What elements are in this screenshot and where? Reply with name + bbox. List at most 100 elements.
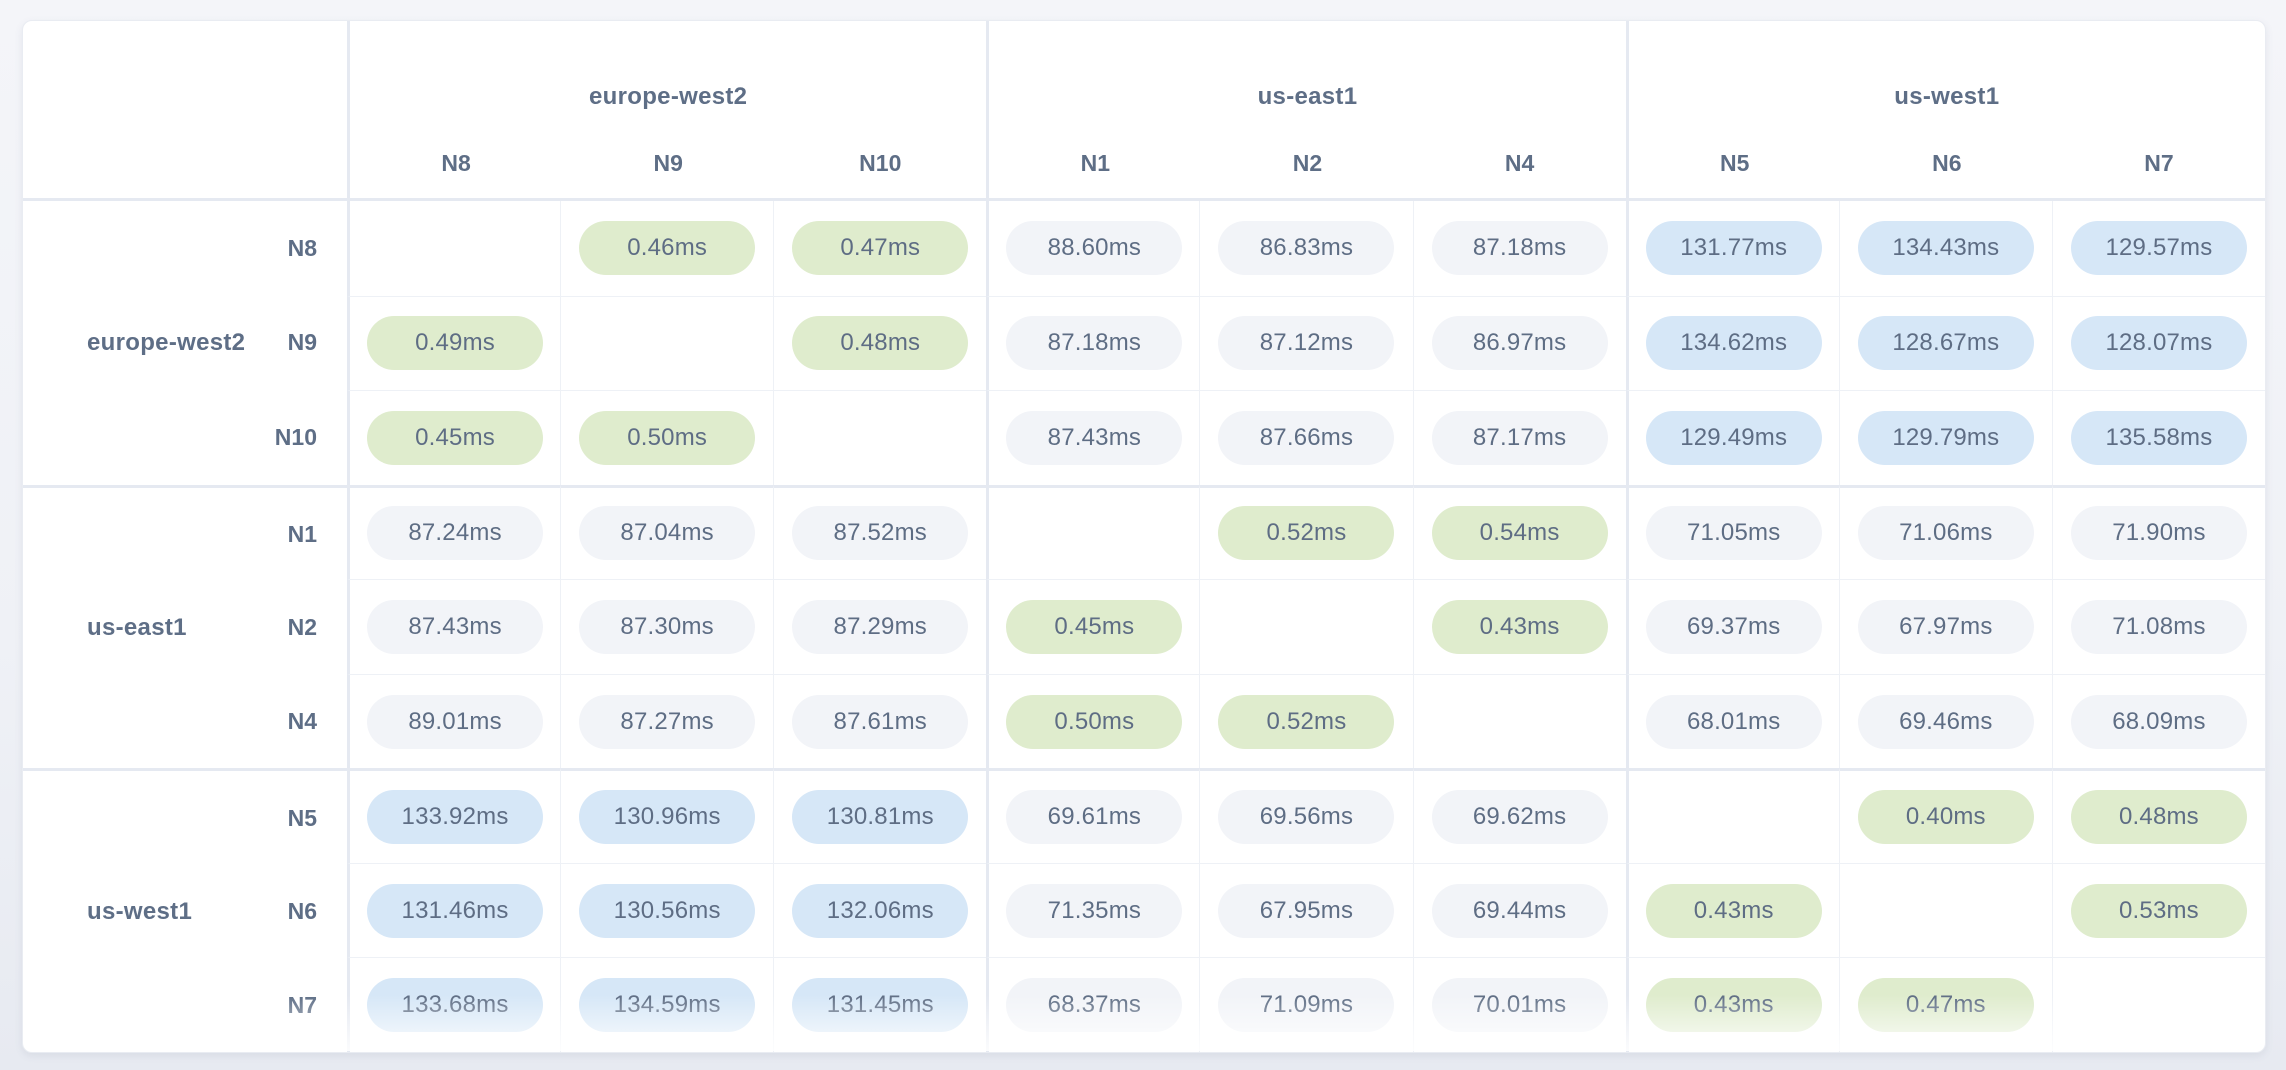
latency-cell: 131.77ms [1625,201,1839,296]
latency-pill: 131.45ms [792,978,969,1033]
latency-pill: 131.46ms [367,883,544,938]
column-node-label: N4 [1504,150,1535,176]
latency-pill: 133.92ms [367,790,544,845]
row-node-label: N5 [287,804,317,831]
latency-pill: 133.68ms [367,978,544,1033]
row-node-label-row: N2 [23,581,347,675]
row-node-label-row: N7 [23,958,347,1052]
latency-cell: 0.46ms [560,201,773,296]
row-node-label-row: N10 [23,390,347,485]
latency-cell: 71.09ms [1199,957,1413,1052]
row-node-label-row: N5 [23,771,347,865]
column-node-header-row: N8 N9 N10 [350,129,986,198]
latency-cell: 131.46ms [347,862,561,958]
latency-cell: 0.49ms [347,295,561,391]
column-group-header-us-west1: us-west1 N5 N6 N7 [1625,21,2265,201]
latency-cell: 130.56ms [560,862,774,958]
latency-pill: 88.60ms [1006,221,1183,276]
latency-pill: 87.30ms [579,599,756,654]
latency-cell: 134.62ms [1625,295,1839,391]
row-node-label-row: N1 [23,488,347,582]
column-group-header-us-east1: us-east1 N1 N2 N4 [986,21,1626,201]
latency-pill: 87.29ms [792,599,969,654]
latency-pill: 0.50ms [1006,694,1183,749]
latency-pill: 87.04ms [579,506,756,561]
latency-pill: 0.52ms [1218,694,1395,749]
latency-cell: 0.43ms [1625,862,1839,958]
latency-pill: 69.46ms [1857,694,2034,749]
row-node-label-row: N6 [23,865,347,959]
latency-pill: 87.17ms [1431,410,1608,465]
latency-cell: 71.90ms [2051,484,2265,580]
column-group-header-europe-west2: europe-west2 N8 N9 N10 [347,21,987,201]
latency-cell: 87.66ms [1199,390,1413,485]
latency-cell: 70.01ms [1412,957,1626,1052]
row-node-label: N7 [287,991,317,1018]
latency-cell: 87.18ms [986,295,1200,391]
latency-pill: 71.35ms [1006,883,1183,938]
row-node-label: N8 [287,234,317,261]
latency-cell: 69.37ms [1625,579,1839,674]
latency-pill: 86.83ms [1218,221,1395,276]
latency-pill: 70.01ms [1431,978,1608,1033]
latency-cell: 128.07ms [2051,295,2265,391]
latency-cell: 132.06ms [773,862,987,958]
row-node-label: N9 [287,329,317,356]
latency-pill: 129.79ms [1857,410,2034,465]
latency-pill: 0.47ms [792,221,969,276]
column-node-label: N1 [1080,150,1111,176]
latency-cell: 71.06ms [1838,484,2052,580]
latency-cell: 87.17ms [1412,390,1626,485]
latency-cell [1412,673,1626,769]
latency-cell: 69.61ms [986,768,1200,863]
latency-cell: 0.52ms [1199,484,1413,580]
column-node-header-row: N1 N2 N4 [989,129,1625,198]
latency-pill: 129.49ms [1645,410,1822,465]
latency-cell: 129.49ms [1625,390,1839,485]
latency-cell [773,390,987,485]
latency-pill: 0.45ms [1006,599,1183,654]
latency-cell: 71.08ms [2051,579,2265,674]
latency-cell: 89.01ms [347,673,561,769]
latency-pill: 87.18ms [1431,221,1608,276]
latency-cell: 87.52ms [773,484,987,580]
latency-pill: 0.48ms [792,316,969,371]
latency-pill: 87.27ms [579,694,756,749]
latency-pill: 71.08ms [2070,599,2247,654]
latency-cell: 87.61ms [773,673,987,769]
latency-pill: 0.43ms [1645,883,1822,938]
latency-pill: 71.90ms [2070,506,2247,561]
column-node-label: N7 [2144,150,2174,176]
latency-cell [1838,862,2052,958]
latency-pill: 67.97ms [1857,599,2034,654]
latency-cell: 133.92ms [347,768,561,863]
column-node-label: N9 [653,150,683,176]
latency-cell: 88.60ms [986,201,1199,296]
latency-pill: 71.05ms [1645,506,1822,561]
latency-pill: 128.67ms [1857,316,2034,371]
latency-cell: 0.48ms [773,295,987,391]
column-node-label: N8 [441,150,471,176]
latency-pill: 0.48ms [2070,790,2247,845]
latency-pill: 0.49ms [367,316,544,371]
column-region-label: us-east1 [1257,83,1358,110]
column-node-label: N5 [1720,150,1750,176]
latency-cell: 0.45ms [347,390,561,485]
latency-pill: 87.43ms [1006,410,1183,465]
latency-cell: 69.62ms [1412,768,1626,863]
latency-cell [560,295,774,391]
latency-pill: 129.57ms [2070,221,2247,276]
row-region-label: europe-west2 [87,328,246,356]
latency-cell: 134.43ms [1838,201,2052,296]
latency-cell: 0.54ms [1412,484,1626,580]
latency-pill: 68.01ms [1645,694,1822,749]
row-region-label: us-west1 [87,897,193,925]
latency-pill: 130.81ms [792,790,969,845]
latency-cell: 0.52ms [1199,673,1413,769]
latency-cell: 67.95ms [1199,862,1413,958]
row-node-label-row: N9 [23,296,347,391]
latency-cell [1199,579,1413,674]
latency-pill: 87.66ms [1218,410,1395,465]
latency-cell: 0.48ms [2051,768,2265,863]
latency-cell: 131.45ms [773,957,987,1052]
